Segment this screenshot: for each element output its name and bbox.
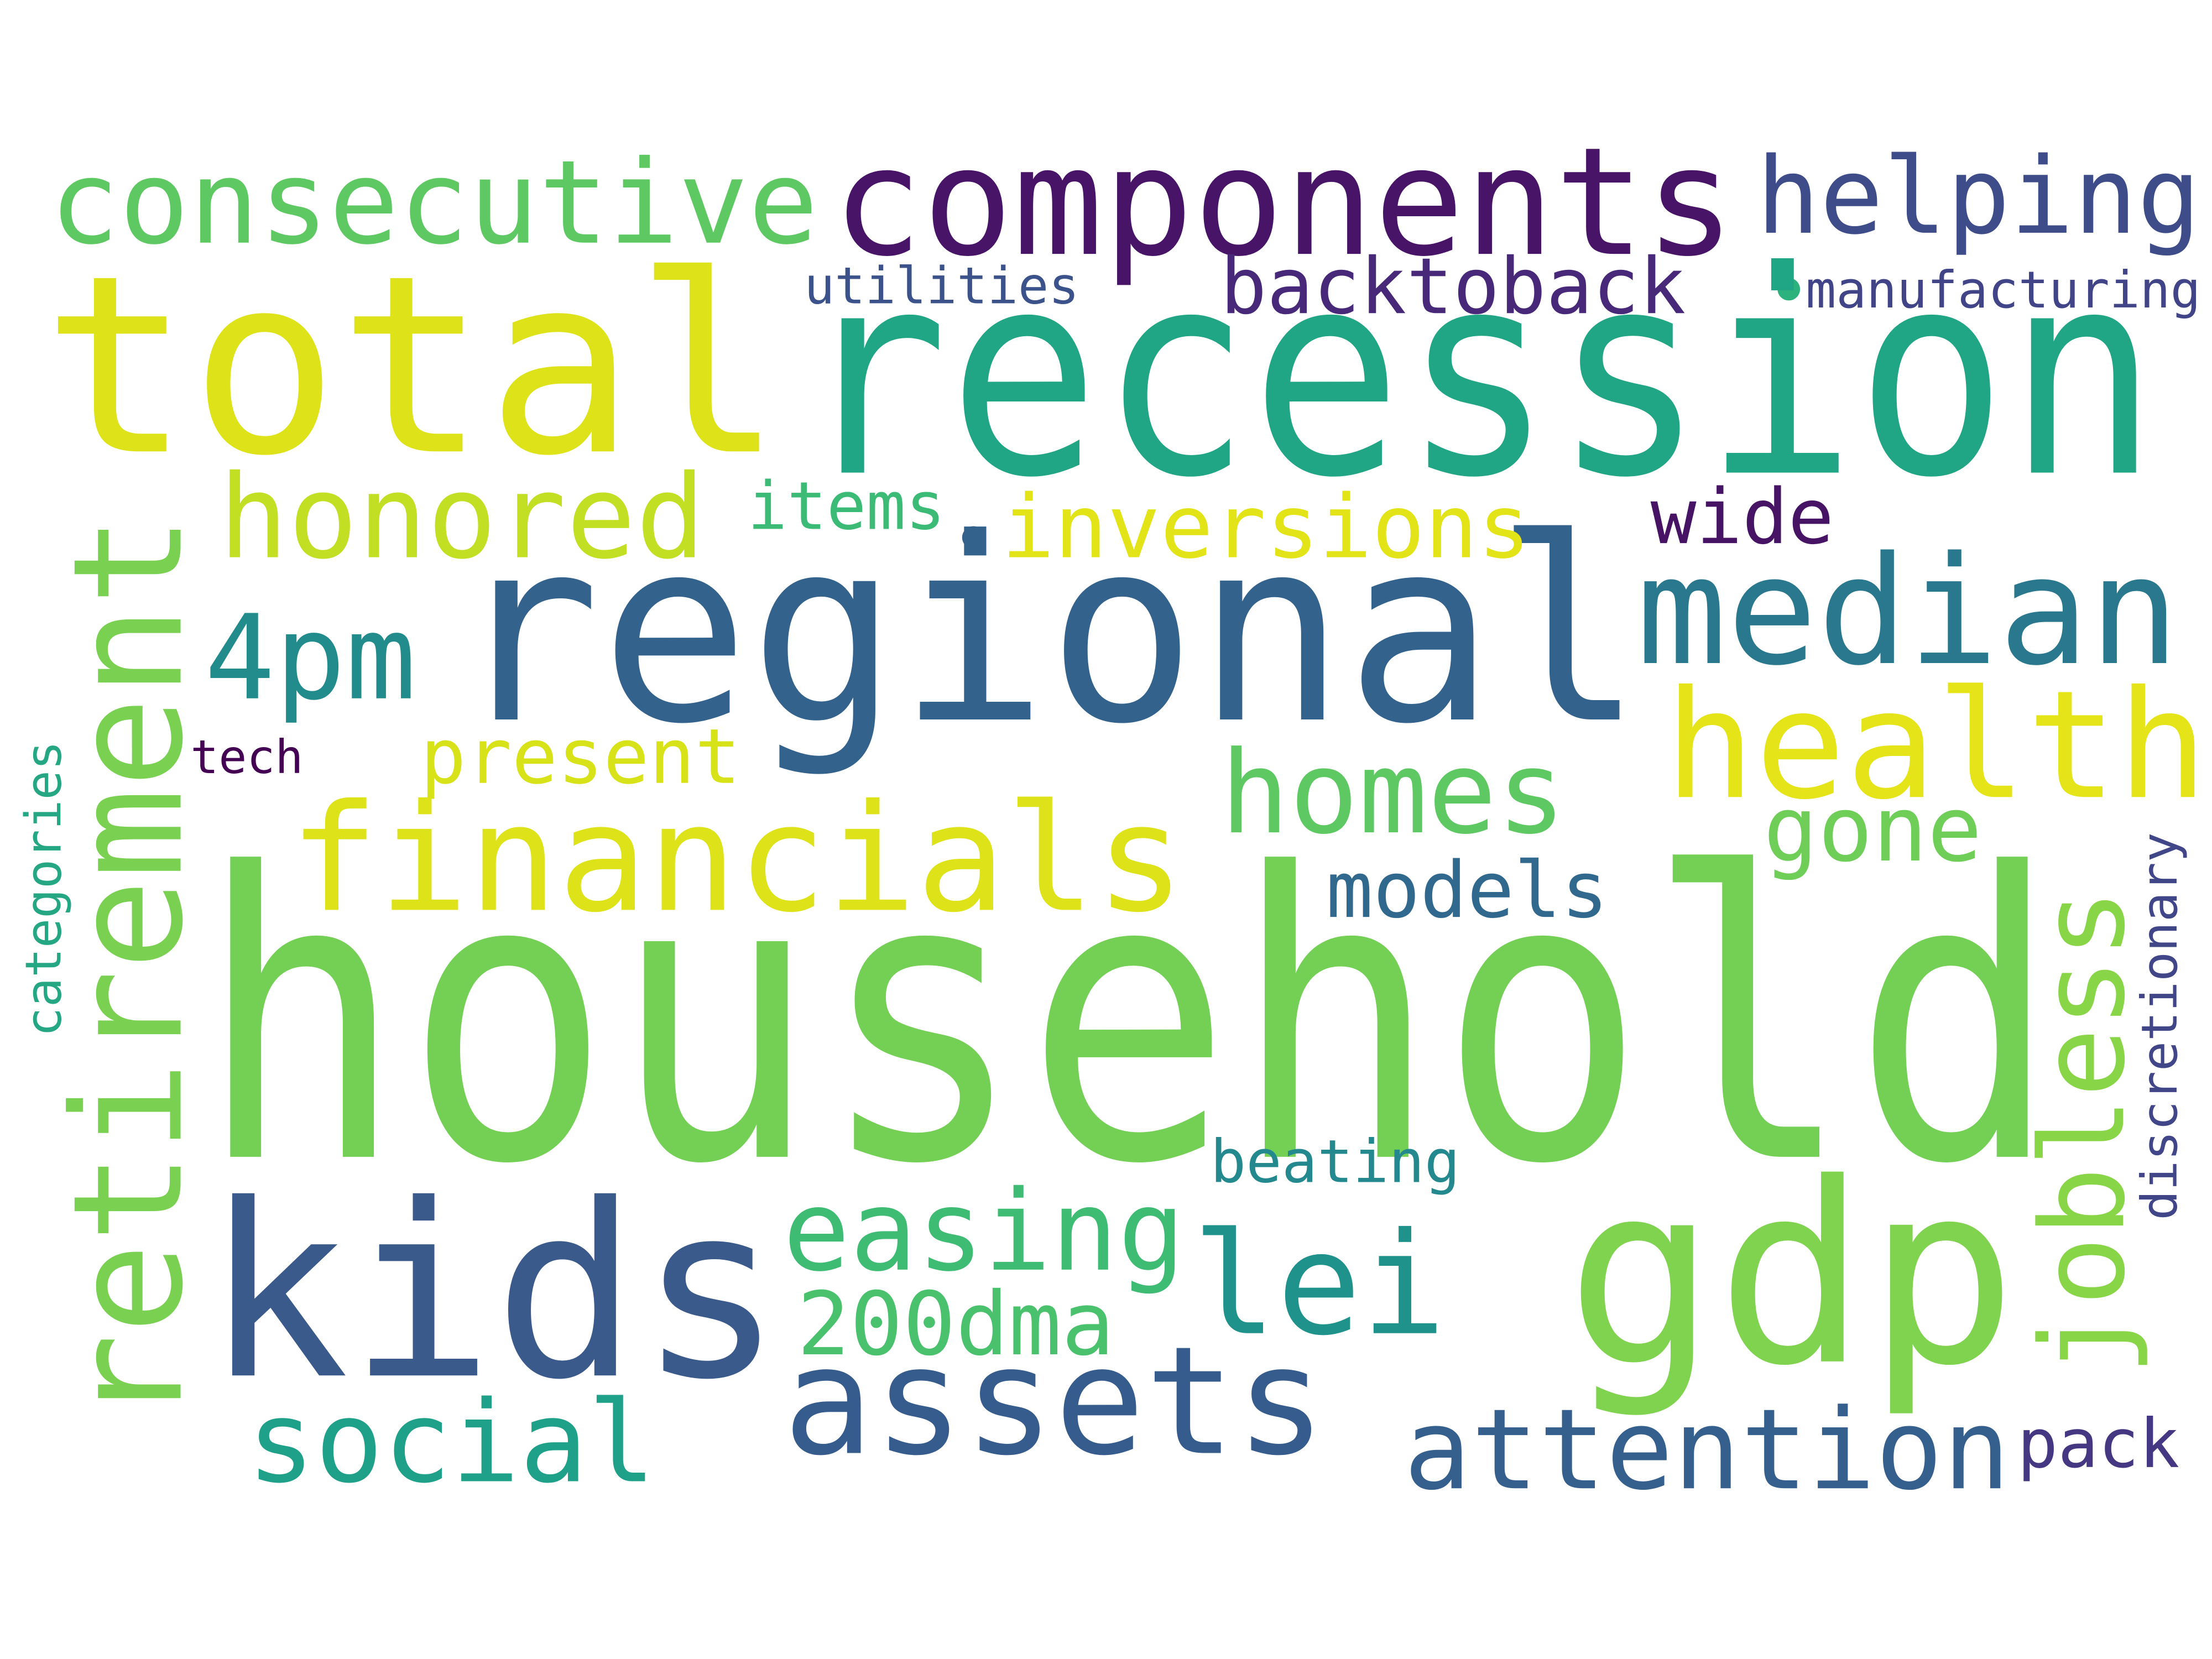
word: wide xyxy=(1651,473,1834,561)
word: homes xyxy=(1220,726,1566,859)
word: household xyxy=(197,791,2059,1250)
word: models xyxy=(1326,846,1608,936)
word: manufacturing xyxy=(1806,260,2200,320)
word: inversions xyxy=(1001,477,1531,578)
word: pack xyxy=(2017,1404,2179,1483)
word: retirement xyxy=(41,515,217,1425)
word: 4pm xyxy=(205,589,416,726)
word: social xyxy=(247,1378,656,1509)
word: median xyxy=(1636,524,2179,698)
word: items xyxy=(748,468,945,545)
word: lei xyxy=(1192,1203,1446,1367)
word: categories xyxy=(15,740,73,1037)
word: helping xyxy=(1756,135,2201,258)
word: attention xyxy=(1404,1385,2010,1515)
word: present xyxy=(420,713,740,801)
word: health xyxy=(1665,658,2208,832)
word: easing xyxy=(783,1166,1185,1296)
word: assets xyxy=(783,1314,1326,1489)
word: total xyxy=(43,223,783,510)
word: gone xyxy=(1764,776,1982,882)
word: backtoback xyxy=(1220,242,1686,332)
word: discretionary xyxy=(2131,832,2189,1220)
word: jobless xyxy=(2016,889,2151,1375)
word: consecutive xyxy=(49,136,818,270)
word: recession xyxy=(797,211,2158,540)
word: beating xyxy=(1211,1128,1460,1197)
dot xyxy=(962,526,985,549)
word: tech xyxy=(190,730,303,784)
word: utilities xyxy=(804,256,1079,315)
word: honored xyxy=(218,451,705,585)
word: 200dma xyxy=(797,1274,1114,1375)
word: gdp xyxy=(1566,1130,2017,1421)
word: financials xyxy=(289,773,1185,945)
word: regional xyxy=(451,484,1644,780)
dot xyxy=(1777,278,1801,301)
word: components xyxy=(832,115,1735,289)
word: kids xyxy=(205,1153,783,1432)
